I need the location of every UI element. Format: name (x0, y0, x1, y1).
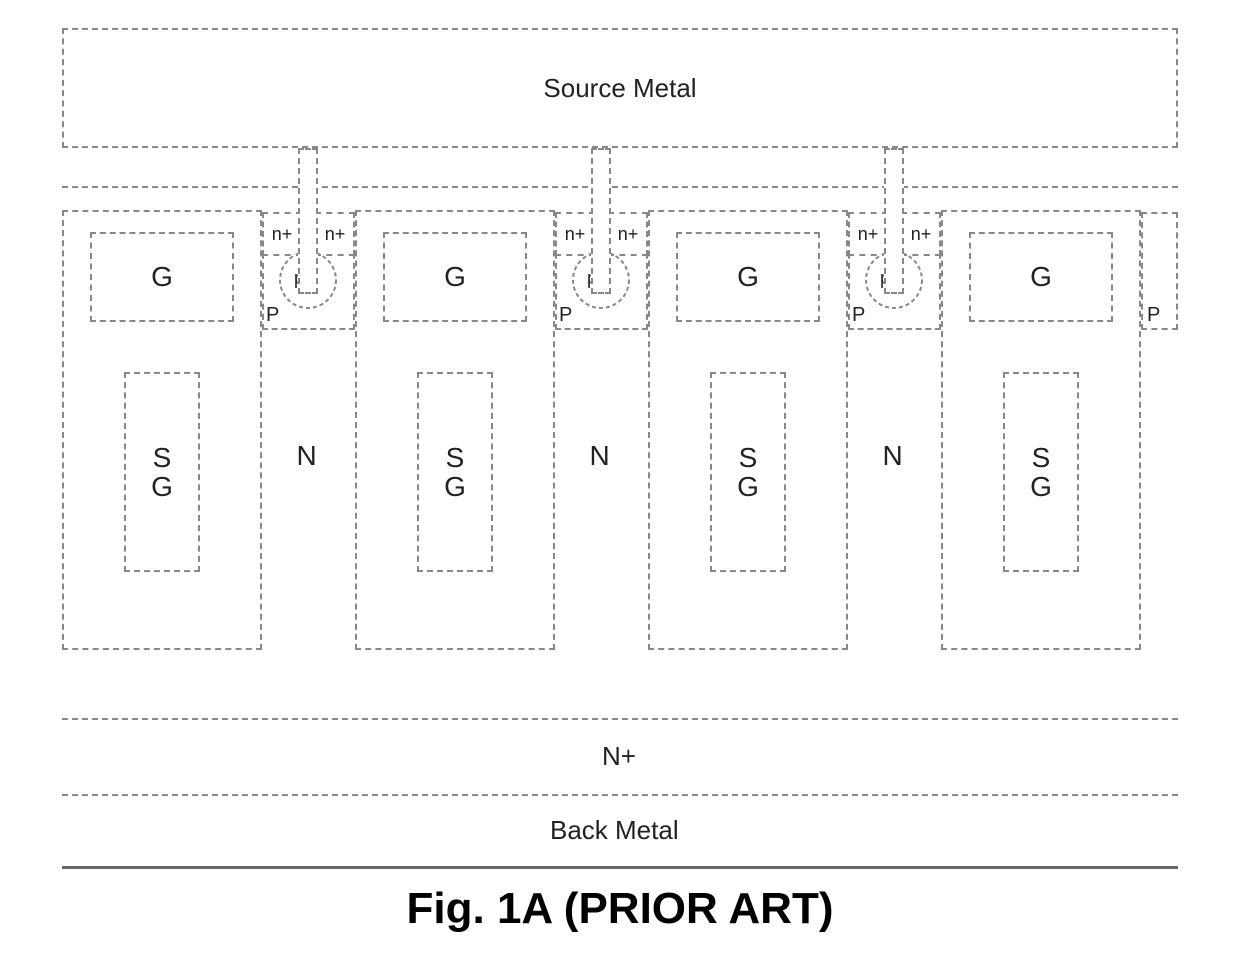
n-drift-label-1: N (590, 440, 610, 472)
gate-1-label: G (385, 234, 525, 320)
gate-3-label: G (971, 234, 1111, 320)
gate-2: G (676, 232, 820, 322)
shield-gate-2: S G (710, 372, 786, 572)
shield-gate-2-label: S G (712, 374, 784, 570)
p-well-label-3: P (1147, 304, 1160, 327)
source-contact-2 (884, 148, 904, 294)
gate-0-label: G (92, 234, 232, 320)
shield-gate-1-label: S G (419, 374, 491, 570)
shield-gate-0: S G (124, 372, 200, 572)
shield-gate-3-label: S G (1005, 374, 1077, 570)
source-metal-region-label: Source Metal (64, 30, 1176, 146)
source-contact-0 (298, 148, 318, 294)
n-plus-4-label: n+ (850, 214, 886, 254)
back-metal-label: Back Metal (550, 815, 679, 846)
gate-1: G (383, 232, 527, 322)
gate-3: G (969, 232, 1113, 322)
gate-2-label: G (678, 234, 818, 320)
gate-0: G (90, 232, 234, 322)
n-plus-substrate-label: N+ (602, 741, 636, 772)
source-contact-1 (591, 148, 611, 294)
shield-gate-3: S G (1003, 372, 1079, 572)
n-drift-label-2: N (883, 440, 903, 472)
n-plus-1-label: n+ (317, 214, 353, 254)
n-plus-2-label: n+ (557, 214, 593, 254)
epi-top-line (62, 186, 1178, 188)
shield-gate-0-label: S G (126, 374, 198, 570)
shield-gate-1: S G (417, 372, 493, 572)
figure-caption: Fig. 1A (PRIOR ART) (0, 884, 1240, 934)
back-metal-bottom-line (62, 866, 1178, 869)
n-plus-0-label: n+ (264, 214, 300, 254)
n-drift-label-0: N (297, 440, 317, 472)
diagram-canvas: Source MetalGGGGS GS GS GS GNNNPPPPn+n+n… (0, 0, 1240, 962)
source-metal-region: Source Metal (62, 28, 1178, 148)
n-plus-3-label: n+ (610, 214, 646, 254)
n-plus-5-label: n+ (903, 214, 939, 254)
